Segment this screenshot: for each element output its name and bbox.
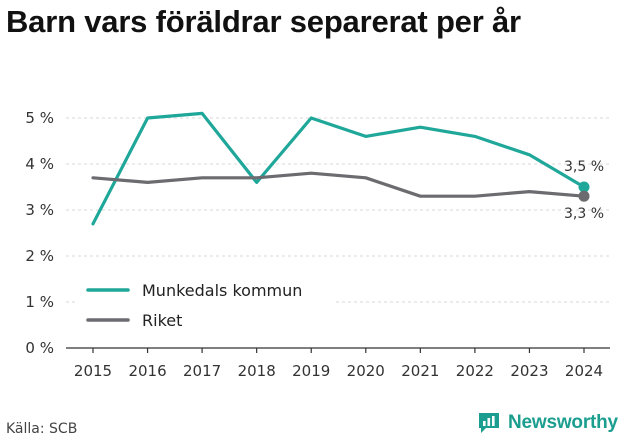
y-tick-label: 2 % xyxy=(25,247,54,265)
axes: 0 % 1 % 2 % 3 % 4 % 5 % 2015 2016 2017 2018 2019 20… xyxy=(25,109,610,380)
legend-background xyxy=(76,274,334,336)
series-lines xyxy=(91,111,590,226)
brand-logo[interactable]: Newsworthy xyxy=(476,409,618,437)
legend-label: Munkedals kommun xyxy=(142,281,302,300)
x-tick-label: 2020 xyxy=(347,362,385,380)
x-tick-label: 2018 xyxy=(238,362,276,380)
end-labels: 3,5 % 3,3 % xyxy=(564,159,604,222)
x-tick-label: 2022 xyxy=(456,362,494,380)
series-line-munkedal xyxy=(91,111,586,226)
legend: Munkedals kommun Riket xyxy=(76,274,334,336)
x-tick-label: 2015 xyxy=(74,362,112,380)
end-point-marker xyxy=(578,181,590,193)
y-tick-label: 0 % xyxy=(25,339,54,357)
x-tick-label: 2021 xyxy=(401,362,439,380)
x-tick-label: 2024 xyxy=(565,362,603,380)
x-tick-label: 2019 xyxy=(292,362,330,380)
y-tick-label: 5 % xyxy=(25,109,54,127)
y-tick-label: 3 % xyxy=(25,201,54,219)
end-value-label: 3,3 % xyxy=(564,206,604,222)
newsworthy-logo-icon xyxy=(479,413,499,433)
chart-title: Barn vars föräldrar separerat per år xyxy=(6,4,521,39)
x-tick-label: 2016 xyxy=(128,362,166,380)
x-tick-label: 2017 xyxy=(183,362,221,380)
x-tick-label: 2023 xyxy=(510,362,548,380)
source-note: Källa: SCB xyxy=(6,421,78,437)
y-tick-label: 1 % xyxy=(25,293,54,311)
legend-label: Riket xyxy=(142,311,182,330)
end-point-marker xyxy=(578,190,590,202)
end-value-label: 3,5 % xyxy=(564,159,604,175)
series-line-riket xyxy=(91,171,586,198)
brand-name: Newsworthy xyxy=(508,412,618,433)
y-tick-label: 4 % xyxy=(25,155,54,173)
